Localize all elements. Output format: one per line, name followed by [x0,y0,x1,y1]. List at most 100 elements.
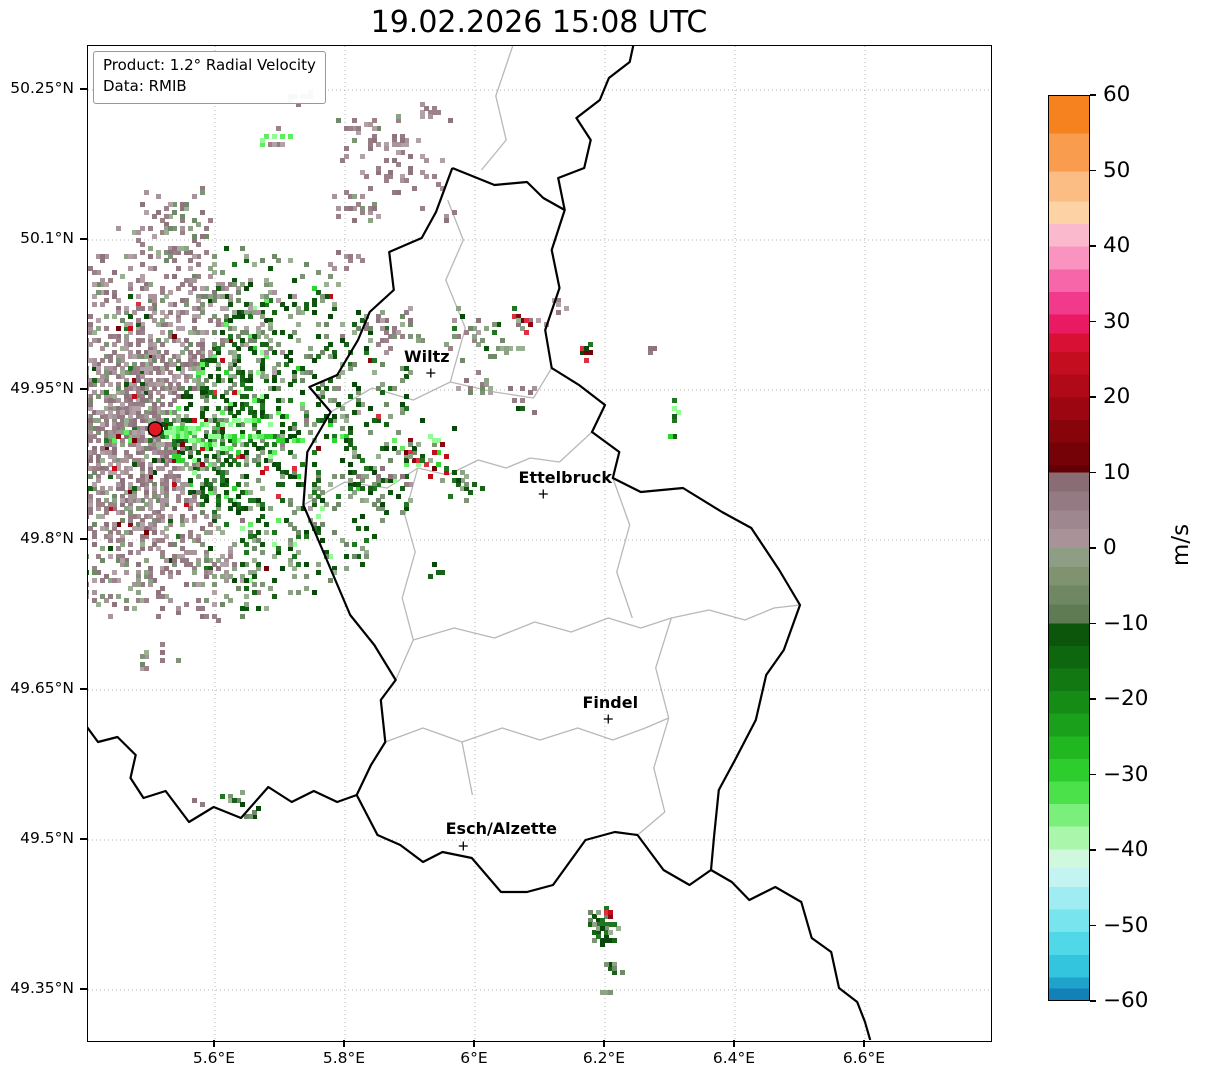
echo-cell [88,382,93,387]
echo-cell [348,362,353,367]
echo-cell [184,582,189,587]
echo-cell [248,314,253,319]
echo-cell [348,430,353,435]
echo-cell [428,458,433,463]
echo-cell [104,418,109,423]
echo-cell [120,478,125,483]
echo-cell [236,494,241,499]
echo-cell [232,438,237,443]
echo-cell [376,166,381,171]
echo-cell [404,474,409,479]
echo-cell [220,442,225,447]
echo-cell [200,614,205,619]
echo-cell [160,594,165,599]
echo-cell [120,534,125,539]
echo-cell [208,350,213,355]
echo-cell [112,446,117,451]
echo-cell [260,362,265,367]
echo-cell [140,418,145,423]
echo-cell [396,190,401,195]
echo-cell [88,506,93,511]
echo-cell [240,378,245,383]
echo-cell [456,334,461,339]
echo-cell [176,314,181,319]
echo-cell [296,322,301,327]
echo-cell [472,334,477,339]
echo-cell [172,338,177,343]
echo-cell [208,490,213,495]
echo-cell [236,410,241,415]
echo-cell [392,474,397,479]
echo-cell [232,434,237,439]
echo-cell [100,578,105,583]
echo-cell [392,334,397,339]
echo-cell [136,514,141,519]
echo-cell [292,434,297,439]
echo-cell [136,462,141,467]
echo-cell [168,250,173,255]
echo-cell [116,406,121,411]
echo-cell [452,470,457,475]
echo-cell [352,482,357,487]
echo-cell [204,570,209,575]
echo-cell [436,462,441,467]
echo-cell [204,226,209,231]
echo-cell [128,482,133,487]
echo-cell [444,466,449,471]
echo-cell [236,422,241,427]
echo-cell [464,378,469,383]
echo-cell [240,442,245,447]
echo-cell [188,478,193,483]
echo-cell [104,406,109,411]
echo-cell [92,366,97,371]
echo-cell [220,330,225,335]
echo-cell [260,142,265,147]
echo-cell [520,346,525,351]
echo-cell [400,142,405,147]
x-tick-mark [863,1040,865,1047]
echo-cell [228,406,233,411]
echo-cell [204,446,209,451]
echo-cell [144,490,149,495]
echo-cell [272,542,277,547]
x-tick-mark [343,1040,345,1047]
echo-cell [120,518,125,523]
echo-cell [320,394,325,399]
echo-cell [136,446,141,451]
colorbar-tick-label: 10 [1103,459,1131,485]
x-tick-label: 6.2°E [582,1049,626,1067]
echo-cell [292,378,297,383]
echo-cell [196,386,201,391]
echo-cell [120,498,125,503]
echo-cell [288,450,293,455]
echo-cell [256,462,261,467]
echo-cell [192,438,197,443]
echo-cell [184,302,189,307]
echo-cell [96,498,101,503]
echo-cell [260,410,265,415]
echo-cell [260,330,265,335]
echo-cell [160,418,165,423]
echo-cell [284,470,289,475]
echo-cell [236,390,241,395]
echo-cell [368,146,373,151]
echo-cell [272,450,277,455]
echo-cell [156,370,161,375]
echo-cell [172,486,177,491]
echo-cell [180,418,185,423]
echo-cell [336,402,341,407]
echo-cell [384,442,389,447]
echo-cell [96,458,101,463]
echo-cell [224,450,229,455]
echo-cell [260,366,265,371]
echo-cell [256,478,261,483]
echo-cell [164,314,169,319]
echo-cell [108,442,113,447]
echo-cell [516,346,521,351]
echo-cell [280,438,285,443]
echo-cell [88,330,93,335]
echo-cell [304,574,309,579]
echo-cell [408,482,413,487]
echo-cell [380,506,385,511]
echo-cell [212,270,217,275]
